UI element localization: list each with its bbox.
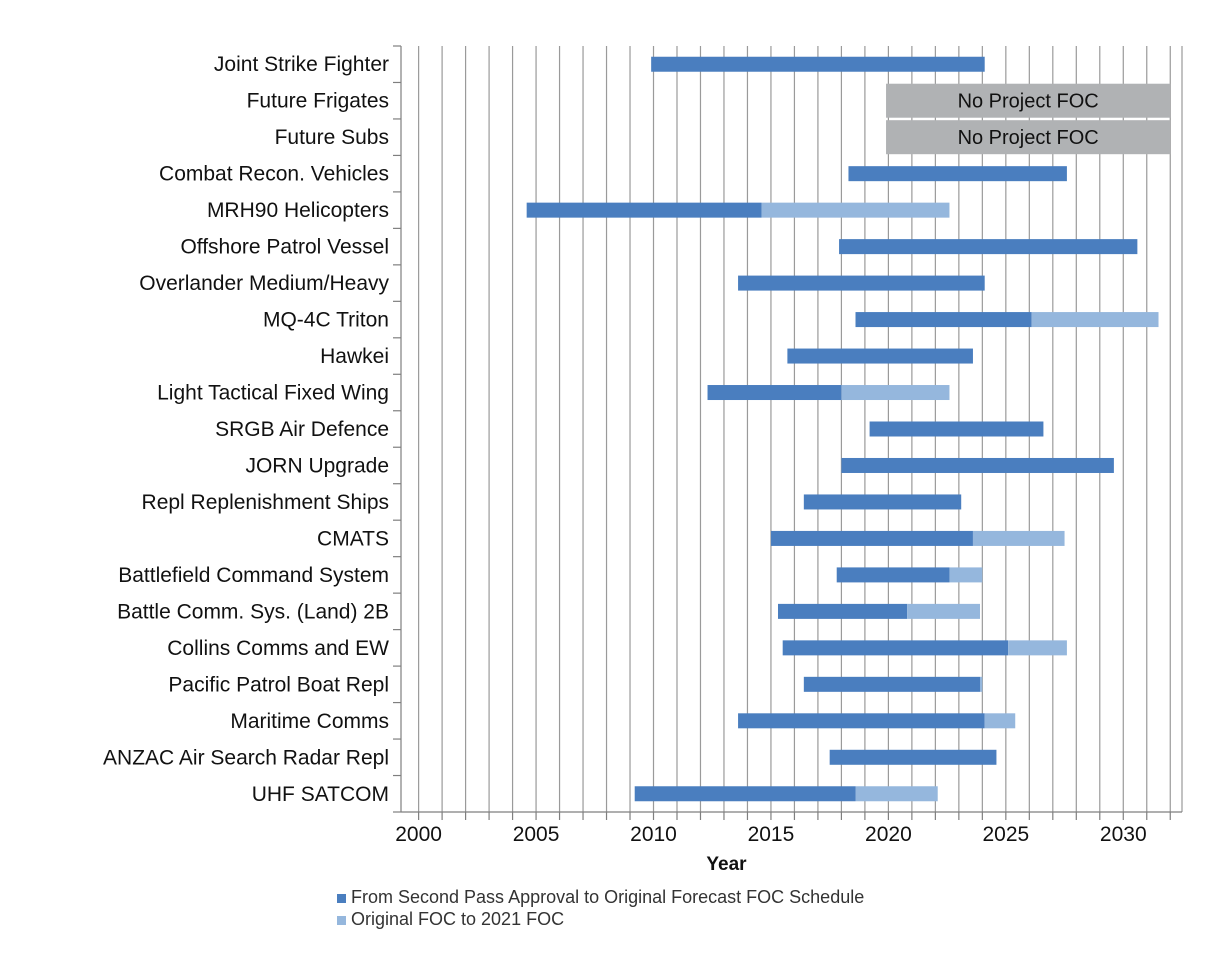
- category-label: JORN Upgrade: [245, 454, 389, 477]
- no-project-foc-label: No Project FOC: [958, 127, 1099, 149]
- category-label: Hawkei: [320, 345, 389, 368]
- category-label: Battlefield Command System: [118, 564, 389, 587]
- bar-second-pass-to-original-foc: [651, 56, 985, 72]
- bar-original-to-2021-foc: [841, 385, 950, 401]
- bar-second-pass-to-original-foc: [848, 166, 1067, 182]
- bar-second-pass-to-original-foc: [738, 713, 985, 729]
- bar-second-pass-to-original-foc: [869, 421, 1044, 437]
- category-label: Collins Comms and EW: [167, 637, 389, 660]
- no-project-foc-label: No Project FOC: [958, 91, 1099, 113]
- category-label: Joint Strike Fighter: [214, 53, 389, 76]
- no-project-foc-bar: [886, 120, 1171, 155]
- category-label: Future Frigates: [247, 90, 389, 113]
- category-label: MQ-4C Triton: [263, 309, 389, 332]
- category-label: Repl Replenishment Ships: [142, 491, 389, 514]
- bar-original-to-2021-foc: [907, 603, 980, 619]
- bar-original-to-2021-foc: [855, 786, 938, 802]
- bar-second-pass-to-original-foc: [634, 786, 856, 802]
- x-tick-label: 2005: [513, 823, 560, 846]
- x-tick-label: 2020: [865, 823, 912, 846]
- bar-original-to-2021-foc: [979, 676, 983, 692]
- bar-second-pass-to-original-foc: [855, 312, 1032, 328]
- legend-swatch: [337, 894, 346, 903]
- category-label: Combat Recon. Vehicles: [159, 163, 389, 186]
- x-tick-label: 2010: [630, 823, 677, 846]
- legend-label: Original FOC to 2021 FOC: [351, 909, 564, 929]
- category-label: ANZAC Air Search Radar Repl: [103, 746, 389, 769]
- bar-second-pass-to-original-foc: [777, 603, 908, 619]
- bar-original-to-2021-foc: [949, 567, 983, 583]
- category-label: Light Tactical Fixed Wing: [157, 382, 389, 405]
- bar-second-pass-to-original-foc: [738, 275, 985, 291]
- x-tick-label: 2000: [395, 823, 442, 846]
- category-label: Future Subs: [275, 126, 389, 149]
- bar-second-pass-to-original-foc: [803, 676, 980, 692]
- legend-label: From Second Pass Approval to Original Fo…: [351, 887, 864, 907]
- bar-original-to-2021-foc: [761, 202, 950, 218]
- category-label: UHF SATCOM: [252, 783, 389, 806]
- bar-second-pass-to-original-foc: [841, 457, 1114, 473]
- bar-second-pass-to-original-foc: [770, 530, 973, 546]
- bar-original-to-2021-foc: [1031, 312, 1159, 328]
- bar-second-pass-to-original-foc: [526, 202, 762, 218]
- bar-original-to-2021-foc: [972, 530, 1065, 546]
- bars: No Project FOC No Project FOC: [526, 56, 1171, 802]
- bar-second-pass-to-original-foc: [782, 640, 1009, 656]
- category-label: MRH90 Helicopters: [207, 199, 389, 222]
- x-tick-label: 2015: [748, 823, 795, 846]
- legend-swatch: [337, 916, 346, 925]
- x-tick-label: 2025: [982, 823, 1029, 846]
- gridlines: [418, 46, 1183, 812]
- category-label: Pacific Patrol Boat Repl: [168, 673, 389, 696]
- bar-second-pass-to-original-foc: [803, 494, 962, 510]
- category-label: Overlander Medium/Heavy: [139, 272, 389, 295]
- bar-original-to-2021-foc: [984, 713, 1016, 729]
- x-axis-title: Year: [706, 854, 747, 875]
- no-project-foc-bar: [886, 83, 1171, 118]
- bar-second-pass-to-original-foc: [829, 749, 997, 765]
- axes: Joint Strike Fighter Future Frigates Futur…: [103, 45, 1182, 875]
- bar-original-to-2021-foc: [1008, 640, 1067, 656]
- bar-second-pass-to-original-foc: [836, 567, 950, 583]
- category-label: Offshore Patrol Vessel: [180, 236, 389, 259]
- x-tick-label: 2030: [1100, 823, 1147, 846]
- category-label: CMATS: [317, 527, 389, 550]
- category-label: SRGB Air Defence: [215, 418, 389, 441]
- legend: From Second Pass Approval to Original Fo…: [337, 887, 864, 929]
- bar-second-pass-to-original-foc: [707, 385, 842, 401]
- category-label: Battle Comm. Sys. (Land) 2B: [117, 600, 389, 623]
- bar-second-pass-to-original-foc: [787, 348, 973, 364]
- category-label: Maritime Comms: [230, 710, 389, 733]
- bar-second-pass-to-original-foc: [839, 239, 1138, 255]
